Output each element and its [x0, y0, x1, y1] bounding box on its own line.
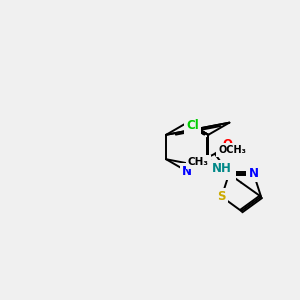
Text: OCH₃: OCH₃ [218, 146, 246, 155]
Text: NH: NH [212, 162, 231, 175]
Text: CH₃: CH₃ [188, 157, 209, 167]
Text: N: N [182, 165, 192, 178]
Text: S: S [218, 190, 226, 203]
Text: N: N [248, 167, 259, 180]
Text: O: O [223, 138, 233, 151]
Text: Cl: Cl [186, 119, 199, 132]
Text: N: N [224, 165, 234, 178]
